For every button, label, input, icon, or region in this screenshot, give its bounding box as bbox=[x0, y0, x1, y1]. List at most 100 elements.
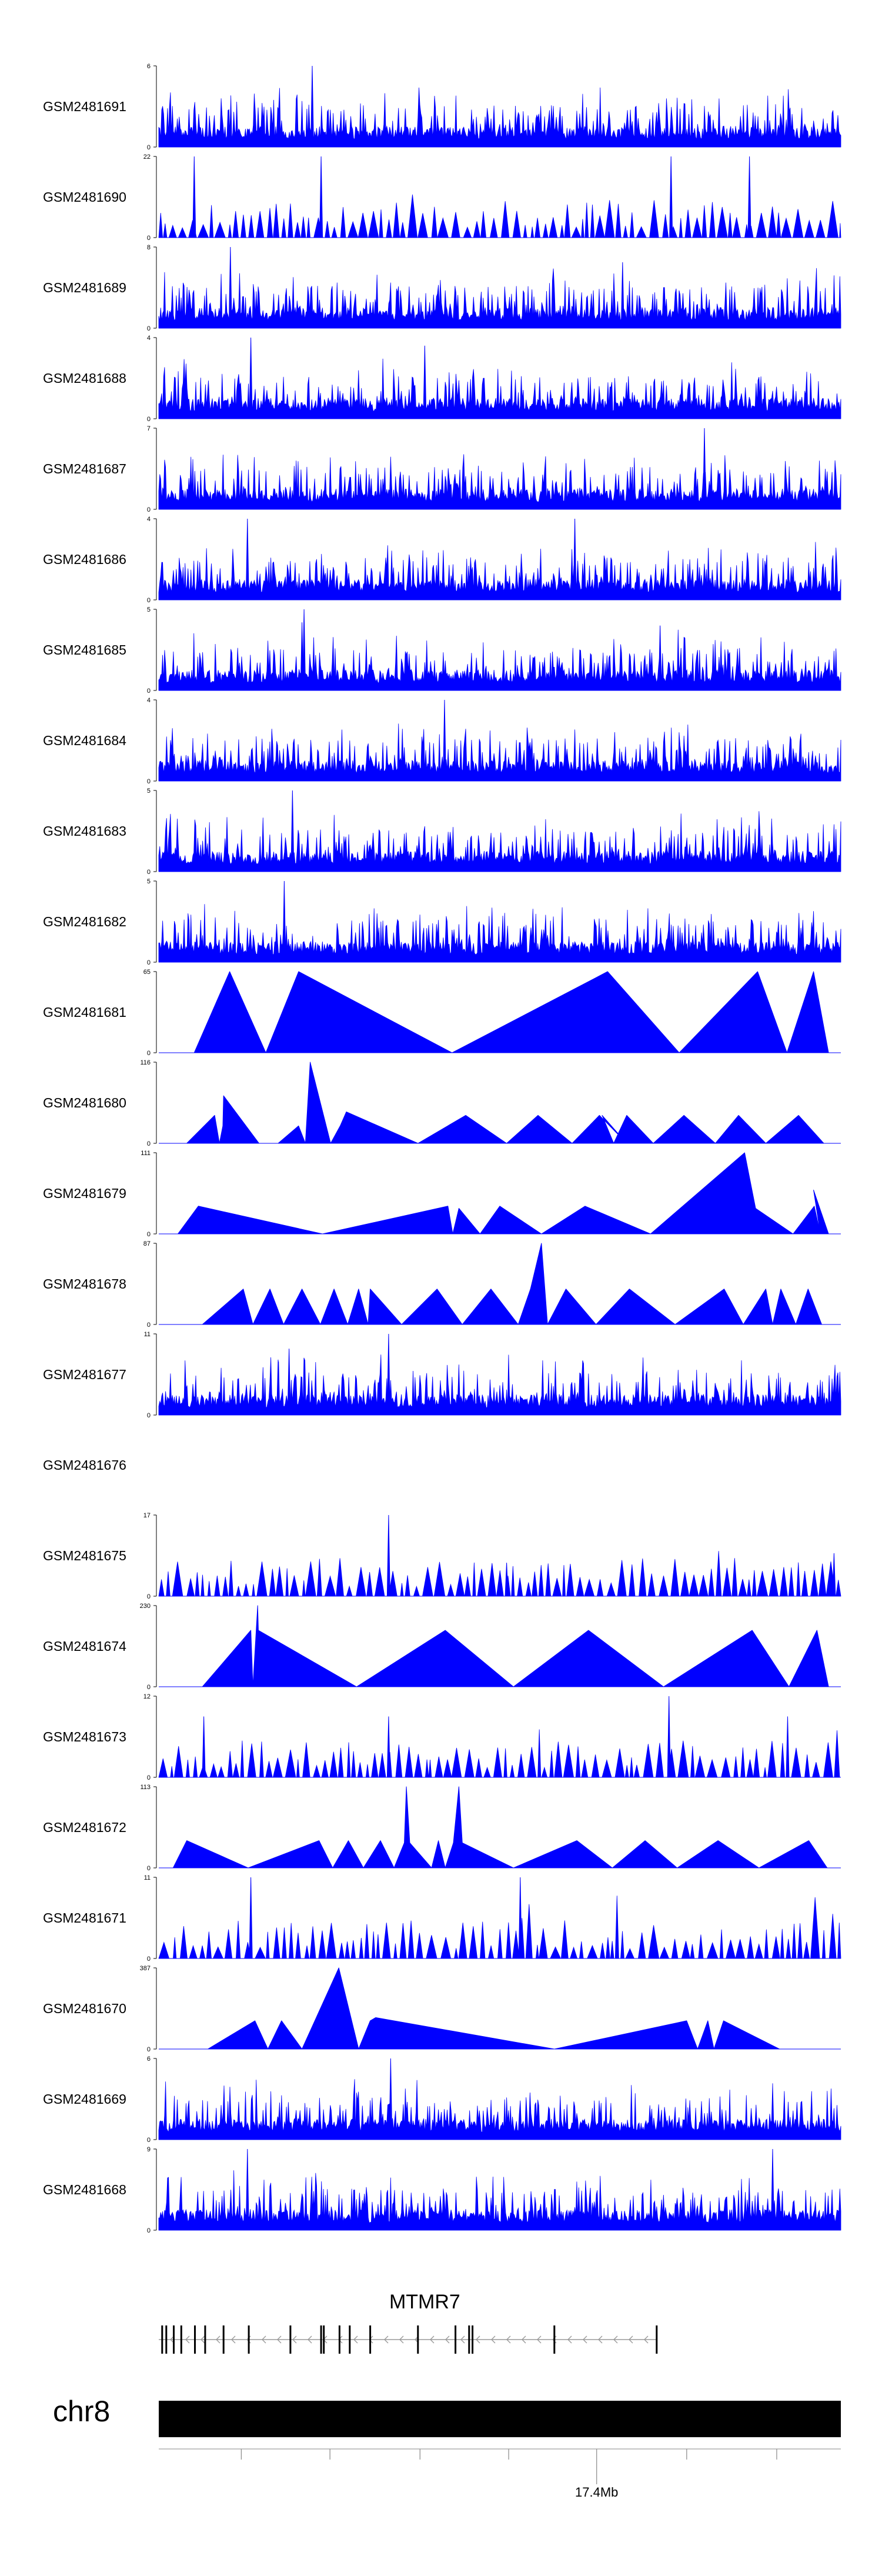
track-label: GSM2481669 bbox=[43, 2091, 126, 2107]
track-label: GSM2481690 bbox=[43, 189, 126, 205]
exon bbox=[289, 2325, 292, 2354]
y-tick-label-zero: 0 bbox=[147, 325, 151, 332]
strand-arrow bbox=[292, 2335, 297, 2344]
track-GSM2481688: GSM2481688 4 0 bbox=[43, 335, 841, 423]
exon bbox=[320, 2325, 322, 2354]
y-tick-label-max: 111 bbox=[141, 1150, 151, 1157]
coverage-spike bbox=[702, 428, 707, 510]
y-tick-label-zero: 0 bbox=[147, 1593, 151, 1600]
track-GSM2481690: GSM2481690 22 0 bbox=[43, 154, 841, 242]
track-GSM2481668: GSM2481668 9 0 bbox=[43, 2146, 841, 2234]
track-GSM2481672: GSM2481672 113 0 bbox=[43, 1784, 841, 1872]
track-label: GSM2481686 bbox=[43, 552, 126, 567]
coverage-spike bbox=[770, 2148, 775, 2231]
track-label: GSM2481674 bbox=[43, 1639, 126, 1654]
track-label: GSM2481684 bbox=[43, 733, 126, 748]
coverage-spike bbox=[786, 1716, 790, 1778]
track-GSM2481671: GSM2481671 11 0 bbox=[43, 1874, 841, 1963]
y-tick-label-zero: 0 bbox=[147, 1774, 151, 1781]
y-tick-label-zero: 0 bbox=[147, 1956, 151, 1963]
y-tick-label-max: 22 bbox=[143, 154, 151, 161]
exon bbox=[323, 2325, 325, 2354]
strand-arrow bbox=[231, 2335, 236, 2344]
y-tick-label-max: 116 bbox=[140, 1059, 151, 1066]
track-GSM2481681: GSM2481681 65 0 bbox=[43, 969, 841, 1057]
track-GSM2481685: GSM2481685 5 0 bbox=[43, 606, 841, 695]
y-tick-label-max: 5 bbox=[147, 606, 151, 613]
strand-arrow bbox=[445, 2335, 450, 2344]
strand-arrow bbox=[460, 2335, 465, 2344]
coverage-spike bbox=[245, 2148, 249, 2231]
track-label: GSM2481675 bbox=[43, 1548, 126, 1563]
exon bbox=[349, 2325, 351, 2354]
strand-arrow bbox=[399, 2335, 404, 2344]
track-GSM2481689: GSM2481689 8 0 bbox=[43, 244, 841, 332]
chromosome-ideogram: chr8 17.4Mb bbox=[53, 2395, 841, 2500]
track-GSM2481677: GSM2481677 11 0 bbox=[43, 1331, 841, 1419]
coverage-area bbox=[158, 904, 841, 963]
exon bbox=[468, 2325, 470, 2354]
track-label: GSM2481668 bbox=[43, 2182, 126, 2197]
exon bbox=[161, 2325, 163, 2354]
coverage-spike bbox=[276, 1359, 280, 1416]
coverage-area bbox=[158, 1729, 841, 1778]
gene-name: MTMR7 bbox=[389, 2291, 460, 2313]
strand-arrow bbox=[491, 2335, 496, 2344]
exon bbox=[417, 2325, 419, 2354]
track-GSM2481678: GSM2481678 87 0 bbox=[43, 1240, 841, 1329]
coverage-spike bbox=[658, 625, 662, 691]
y-tick-label-zero: 0 bbox=[147, 2137, 151, 2144]
coverage-spike bbox=[386, 1514, 390, 1597]
coverage-spike bbox=[386, 1716, 390, 1778]
track-label: GSM2481682 bbox=[43, 914, 126, 929]
y-tick-label-max: 9 bbox=[147, 2146, 151, 2153]
coverage-spike bbox=[319, 156, 323, 238]
coverage-spike bbox=[667, 1696, 671, 1778]
coverage-spike bbox=[228, 246, 232, 329]
track-label: GSM2481689 bbox=[43, 280, 126, 295]
coverage-area bbox=[158, 358, 841, 419]
coverage-area bbox=[158, 87, 841, 148]
y-tick-label-zero: 0 bbox=[147, 1865, 151, 1872]
strand-arrow bbox=[598, 2335, 603, 2344]
track-label: GSM2481671 bbox=[43, 1910, 126, 1926]
coverage-area bbox=[202, 1605, 829, 1687]
chromosome-label: chr8 bbox=[53, 2395, 110, 2428]
track-GSM2481669: GSM2481669 6 0 bbox=[43, 2056, 841, 2144]
coverage-area bbox=[158, 268, 841, 329]
strand-arrow bbox=[522, 2335, 526, 2344]
coverage-area bbox=[202, 1243, 822, 1325]
coverage-area bbox=[178, 1152, 829, 1234]
strand-arrow bbox=[583, 2335, 587, 2344]
track-GSM2481673: GSM2481673 12 0 bbox=[43, 1693, 841, 1781]
coverage-spike bbox=[573, 518, 577, 600]
coverage-area bbox=[158, 194, 841, 238]
coverage-spike bbox=[389, 2058, 393, 2140]
track-GSM2481675: GSM2481675 17 0 bbox=[43, 1512, 841, 1600]
exon bbox=[369, 2325, 372, 2354]
track-label: GSM2481687 bbox=[43, 461, 126, 476]
coverage-spike bbox=[192, 156, 196, 238]
track-label: GSM2481677 bbox=[43, 1367, 126, 1382]
y-tick-label-zero: 0 bbox=[147, 1322, 151, 1329]
exon bbox=[472, 2325, 474, 2354]
track-GSM2481686: GSM2481686 4 0 bbox=[43, 516, 841, 604]
exon bbox=[194, 2325, 196, 2354]
track-GSM2481680: GSM2481680 116 0 bbox=[43, 1059, 841, 1147]
gene-track: MTMR7 bbox=[159, 2291, 658, 2354]
y-tick-label-zero: 0 bbox=[147, 1412, 151, 1419]
strand-arrow bbox=[537, 2335, 542, 2344]
y-tick-label-max: 87 bbox=[143, 1240, 151, 1247]
exon bbox=[165, 2325, 168, 2354]
track-GSM2481684: GSM2481684 4 0 bbox=[43, 697, 841, 785]
strand-arrow bbox=[567, 2335, 572, 2344]
y-tick-label-zero: 0 bbox=[147, 506, 151, 513]
y-tick-label-zero: 0 bbox=[147, 1684, 151, 1691]
y-tick-label-max: 11 bbox=[144, 1874, 151, 1881]
track-label: GSM2481676 bbox=[43, 1457, 126, 1473]
y-tick-label-zero: 0 bbox=[147, 1140, 151, 1147]
coverage-area bbox=[158, 723, 841, 782]
strand-arrow bbox=[262, 2335, 266, 2344]
track-label: GSM2481688 bbox=[43, 371, 126, 386]
coverage-area bbox=[158, 629, 841, 691]
